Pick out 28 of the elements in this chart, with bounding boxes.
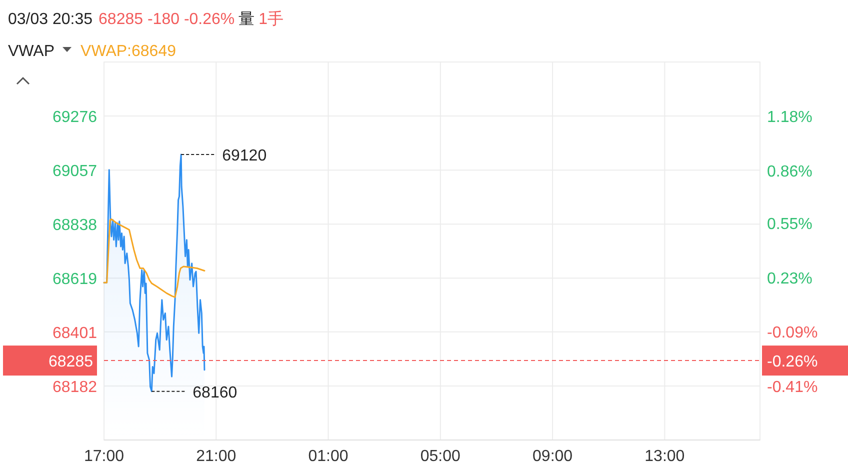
annotation: 68160 [192, 384, 238, 402]
y2-tick-label: 0.23% [767, 270, 812, 288]
y2-tick-label: 0.55% [767, 216, 812, 233]
text: -0.26% [767, 354, 818, 371]
ref-line-label: 68285 [48, 354, 94, 371]
y-tick-label: 68182 [52, 378, 98, 396]
y2-tick-label: -0.41% [767, 379, 818, 396]
annotation: 69120 [222, 148, 267, 165]
y2-tick-label: 0.86% [767, 163, 812, 180]
y2-tick-label: -0.09% [767, 324, 818, 342]
chart-title: 03/03 20:35 [8, 11, 93, 28]
y-tick-label: 69057 [52, 163, 98, 180]
x-tick-label: 13:00 [644, 448, 685, 465]
text: VWAP:68649 [80, 43, 176, 60]
text: 量 [238, 11, 255, 28]
y-tick-label: 68619 [52, 271, 98, 288]
y2-tick-label: 1.18% [767, 109, 812, 126]
x-tick-label: 21:00 [196, 448, 236, 465]
x-tick-label: 05:00 [420, 448, 461, 465]
x-tick-label: 01:00 [308, 448, 348, 465]
x-tick-label: 09:00 [532, 448, 573, 465]
y-tick-label: 68401 [52, 324, 98, 342]
y-tick-label: 68838 [52, 217, 98, 234]
text: 1手 [258, 10, 284, 28]
y-tick-label: 69276 [52, 109, 98, 126]
text: VWAP [8, 43, 55, 60]
chart-subtitle: 68285 -180 -0.26% [98, 11, 235, 28]
x-tick-label: 17:00 [84, 448, 124, 465]
